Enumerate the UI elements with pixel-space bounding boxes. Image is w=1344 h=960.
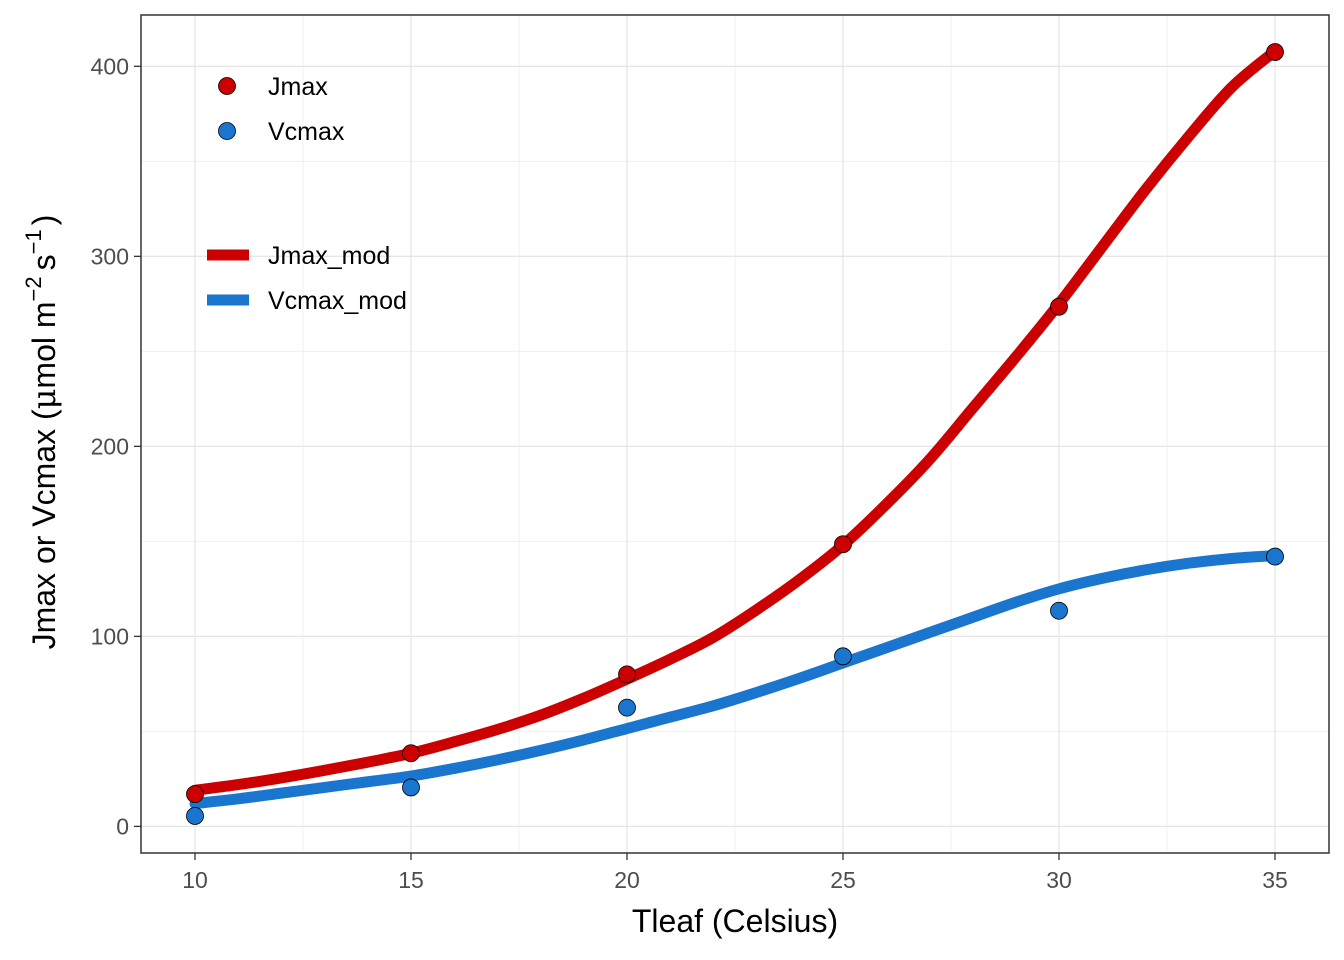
y-tick-label: 400 (91, 53, 129, 79)
y-axis-title-prefix: Jmax or Vcmax ( (26, 409, 62, 649)
x-tick-label: 30 (1046, 867, 1072, 893)
data-point-vcmax (834, 647, 852, 666)
y-axis-title-exp-s: −1 (21, 229, 46, 254)
data-point-jmax (1050, 297, 1068, 316)
x-tick-label: 35 (1262, 867, 1288, 893)
grid (141, 15, 1329, 853)
data-point-jmax (186, 785, 204, 803)
plot-panel-border (140, 14, 1330, 854)
legend-label-vcmax-mod: Vcmax_mod (268, 287, 407, 315)
legend-label-jmax: Jmax (268, 73, 328, 101)
data-point-jmax (402, 744, 420, 763)
x-axis: 10 15 20 25 30 35 (182, 853, 1288, 893)
data-point-jmax (1266, 43, 1284, 61)
y-tick-label: 0 (116, 813, 129, 839)
legend-lines: Jmax_mod Vcmax_mod (207, 242, 407, 315)
data-point-vcmax (402, 778, 420, 797)
y-tick-label: 300 (91, 243, 129, 269)
y-tick-label: 200 (91, 433, 129, 459)
series-line-vcmax-mod (189, 550, 1281, 810)
y-axis-title-mu: μ (25, 389, 63, 410)
y-axis-title-s: s (26, 254, 62, 270)
data-point-vcmax (1050, 601, 1068, 620)
data-point-vcmax (618, 698, 636, 717)
legend-label-vcmax: Vcmax (268, 118, 345, 146)
model-lines (189, 45, 1281, 810)
y-axis: 0 100 200 300 400 (91, 53, 141, 839)
legend-key-jmax (218, 77, 236, 95)
x-tick-label: 10 (182, 867, 208, 893)
x-tick-label: 25 (830, 867, 856, 893)
legend-key-vcmax (218, 122, 236, 140)
data-point-vcmax (1266, 547, 1284, 566)
y-axis-title-suffix: ) (26, 215, 62, 226)
series-line-jmax-mod (189, 45, 1281, 796)
x-axis-title: Tleaf (Celsius) (632, 903, 838, 939)
legend-points: Jmax Vcmax (218, 73, 345, 146)
data-point-vcmax (186, 807, 204, 825)
legend-label-jmax-mod: Jmax_mod (268, 242, 390, 270)
y-axis-title-mol-m: mol m (26, 301, 62, 388)
y-axis-title: Jmax or Vcmax (μmol m−2 s−1) (21, 215, 63, 650)
x-tick-label: 15 (398, 867, 424, 893)
y-axis-title-exp-m: −2 (21, 276, 46, 301)
data-points (186, 43, 1284, 825)
data-point-jmax (834, 535, 852, 554)
data-point-jmax (618, 665, 636, 684)
x-tick-label: 20 (614, 867, 640, 893)
y-tick-label: 100 (91, 623, 129, 649)
